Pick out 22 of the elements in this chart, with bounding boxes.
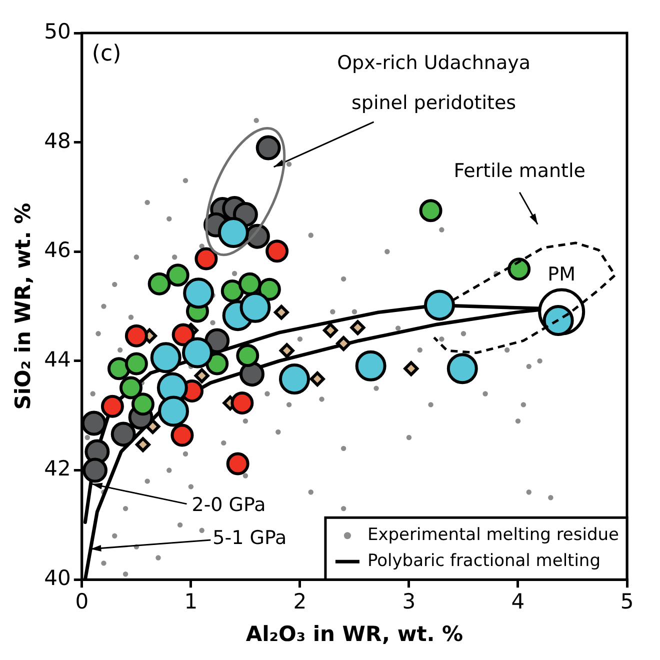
legend-label: Polybaric fractional melting bbox=[367, 551, 600, 572]
annotation: Opx-rich Udachnaya spinel peridotites bbox=[337, 52, 530, 114]
x-axis-title: Al₂O₃ in WR, wt. % bbox=[246, 622, 464, 646]
annotation: Fertile mantle bbox=[454, 160, 586, 182]
y-tick-label: 44 bbox=[44, 347, 71, 372]
y-axis-title: SiO₂ in WR, wt. % bbox=[11, 202, 36, 410]
y-tick-label: 40 bbox=[44, 566, 71, 590]
x-tick-label: 3 bbox=[402, 590, 416, 614]
y-tick-label: 50 bbox=[44, 19, 71, 44]
x-tick-label: 4 bbox=[511, 590, 525, 614]
x-tick-label: 5 bbox=[620, 590, 634, 614]
annotation: PM bbox=[548, 264, 576, 286]
y-tick-label: 42 bbox=[44, 456, 71, 481]
legend-label: Experimental melting residue bbox=[367, 525, 619, 546]
y-tick-label: 48 bbox=[44, 128, 71, 153]
annotation: 5-1 GPa bbox=[212, 526, 287, 549]
annotation: 2-0 GPa bbox=[192, 494, 266, 516]
x-tick-label: 2 bbox=[293, 590, 307, 614]
x-tick-label: 1 bbox=[184, 590, 198, 614]
annotation: (c) bbox=[92, 42, 122, 67]
y-tick-label: 46 bbox=[44, 238, 71, 262]
x-tick-label: 0 bbox=[75, 590, 89, 614]
